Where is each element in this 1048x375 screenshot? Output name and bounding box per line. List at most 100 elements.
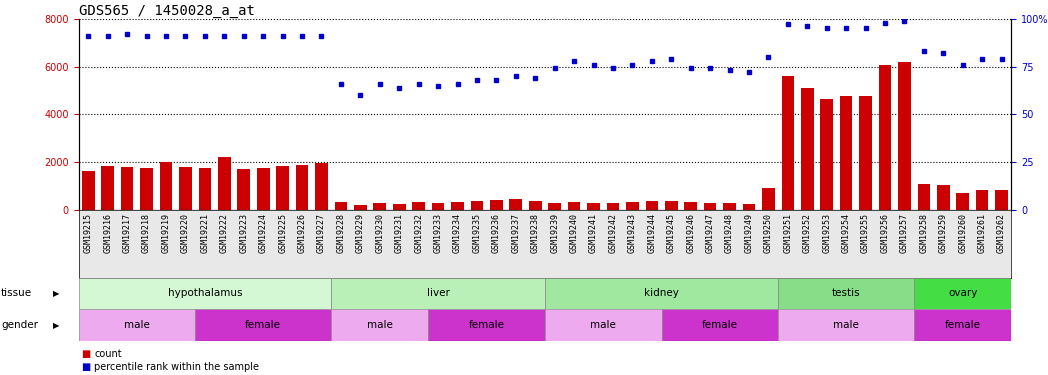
Bar xyxy=(257,168,269,210)
Bar xyxy=(996,190,1008,210)
Text: GSM19223: GSM19223 xyxy=(239,213,248,254)
Text: ovary: ovary xyxy=(948,288,978,298)
Text: hypothalamus: hypothalamus xyxy=(168,288,242,298)
Text: GSM19239: GSM19239 xyxy=(550,213,560,254)
Bar xyxy=(859,96,872,210)
Text: testis: testis xyxy=(832,288,860,298)
Text: count: count xyxy=(94,349,122,359)
Bar xyxy=(778,309,914,341)
Text: GSM19231: GSM19231 xyxy=(395,213,403,254)
Bar xyxy=(684,202,697,210)
Bar xyxy=(664,201,678,210)
Text: gender: gender xyxy=(1,320,38,330)
Bar xyxy=(432,202,444,210)
Text: GSM19253: GSM19253 xyxy=(823,213,831,254)
Bar xyxy=(277,166,289,210)
Text: ■: ■ xyxy=(81,349,90,359)
Text: GSM19227: GSM19227 xyxy=(316,213,326,254)
Text: GSM19250: GSM19250 xyxy=(764,213,773,254)
Text: GSM19242: GSM19242 xyxy=(609,213,617,254)
Text: GSM19241: GSM19241 xyxy=(589,213,598,254)
Text: GSM19228: GSM19228 xyxy=(336,213,346,254)
Bar xyxy=(393,204,406,210)
Text: GSM19254: GSM19254 xyxy=(842,213,851,254)
Text: female: female xyxy=(245,320,281,330)
Text: GSM19233: GSM19233 xyxy=(434,213,442,254)
Text: GSM19220: GSM19220 xyxy=(181,213,190,254)
Text: GSM19234: GSM19234 xyxy=(453,213,462,254)
Bar xyxy=(839,96,852,210)
Bar xyxy=(937,185,949,210)
Bar xyxy=(914,278,1011,309)
Text: GSM19217: GSM19217 xyxy=(123,213,132,254)
Text: GSM19236: GSM19236 xyxy=(492,213,501,254)
Bar xyxy=(102,166,114,210)
Text: male: male xyxy=(590,320,616,330)
Bar xyxy=(661,309,778,341)
Text: GSM19259: GSM19259 xyxy=(939,213,947,254)
Bar xyxy=(762,189,774,210)
Text: GSM19224: GSM19224 xyxy=(259,213,267,254)
Text: GSM19257: GSM19257 xyxy=(900,213,909,254)
Text: GDS565 / 1450028_a_at: GDS565 / 1450028_a_at xyxy=(79,4,255,18)
Text: GSM19235: GSM19235 xyxy=(473,213,481,254)
Bar xyxy=(801,88,813,210)
Text: GSM19255: GSM19255 xyxy=(861,213,870,254)
Text: GSM19261: GSM19261 xyxy=(978,213,986,254)
Bar xyxy=(782,76,794,210)
Text: GSM19252: GSM19252 xyxy=(803,213,812,254)
Bar xyxy=(195,309,331,341)
Bar xyxy=(198,168,212,210)
Bar xyxy=(82,171,94,210)
Text: GSM19226: GSM19226 xyxy=(298,213,307,254)
Text: ▶: ▶ xyxy=(53,321,60,330)
Text: percentile rank within the sample: percentile rank within the sample xyxy=(94,362,259,372)
Text: GSM19215: GSM19215 xyxy=(84,213,93,254)
Text: male: male xyxy=(124,320,150,330)
Text: GSM19247: GSM19247 xyxy=(705,213,715,254)
Text: GSM19248: GSM19248 xyxy=(725,213,734,254)
Text: kidney: kidney xyxy=(645,288,679,298)
Text: GSM19229: GSM19229 xyxy=(356,213,365,254)
Bar xyxy=(743,204,756,210)
Text: liver: liver xyxy=(427,288,450,298)
Bar xyxy=(331,309,429,341)
Bar xyxy=(914,309,1011,341)
Text: GSM19216: GSM19216 xyxy=(104,213,112,254)
Text: ■: ■ xyxy=(81,362,90,372)
Bar xyxy=(918,184,931,210)
Bar xyxy=(179,167,192,210)
Text: male: male xyxy=(367,320,393,330)
Bar xyxy=(957,193,969,210)
Bar xyxy=(412,202,425,210)
Bar xyxy=(218,158,231,210)
Text: GSM19256: GSM19256 xyxy=(880,213,890,254)
Text: female: female xyxy=(944,320,981,330)
Text: GSM19232: GSM19232 xyxy=(414,213,423,254)
Text: GSM19237: GSM19237 xyxy=(511,213,520,254)
Bar xyxy=(334,202,347,210)
Text: GSM19260: GSM19260 xyxy=(958,213,967,254)
Bar xyxy=(976,190,988,210)
Bar xyxy=(723,203,736,210)
Bar xyxy=(79,309,195,341)
Text: GSM19238: GSM19238 xyxy=(530,213,540,254)
Bar xyxy=(626,202,638,210)
Bar xyxy=(159,162,172,210)
Text: GSM19262: GSM19262 xyxy=(997,213,1006,254)
Text: GSM19245: GSM19245 xyxy=(667,213,676,254)
Text: male: male xyxy=(833,320,859,330)
Text: GSM19222: GSM19222 xyxy=(220,213,228,254)
Text: ▶: ▶ xyxy=(53,289,60,298)
Text: GSM19258: GSM19258 xyxy=(919,213,929,254)
Text: GSM19219: GSM19219 xyxy=(161,213,171,254)
Bar xyxy=(545,278,778,309)
Text: female: female xyxy=(702,320,738,330)
Bar xyxy=(704,202,717,210)
Bar xyxy=(568,202,581,210)
Bar xyxy=(140,168,153,210)
Bar xyxy=(529,201,542,210)
Bar xyxy=(646,201,658,210)
Bar xyxy=(429,309,545,341)
Bar xyxy=(296,165,308,210)
